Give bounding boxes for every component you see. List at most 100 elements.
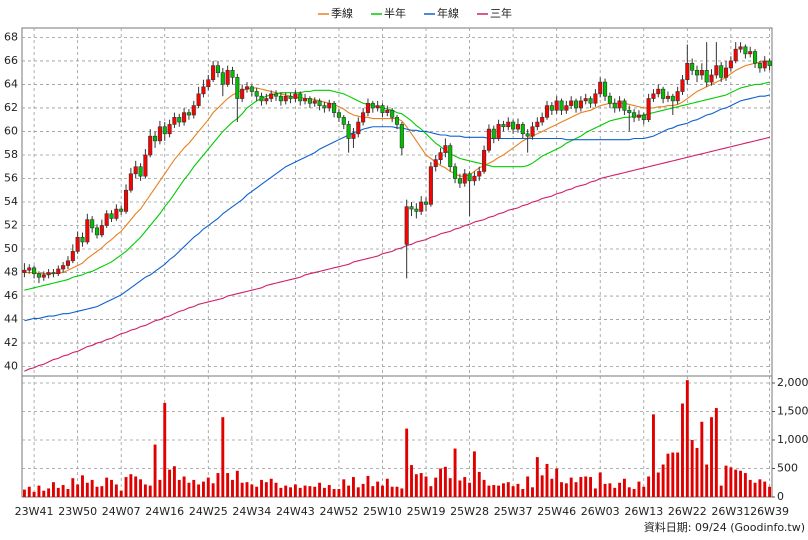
candle-body (162, 126, 167, 135)
candle-body (462, 173, 467, 184)
y-tick-label: 52 (4, 219, 18, 232)
volume-bar (511, 486, 515, 497)
candle-body (675, 91, 680, 102)
volume-bar (172, 466, 176, 497)
candle-body (375, 105, 380, 109)
volume-bar (763, 481, 767, 497)
candle-body (235, 77, 240, 99)
volume-bar (739, 470, 742, 497)
candle-body (36, 273, 41, 278)
candle-body (298, 93, 303, 102)
candle-body (85, 219, 90, 243)
volume-bar (148, 485, 152, 497)
candle-body (225, 70, 230, 85)
candle-body (646, 98, 651, 121)
volume-tick-label: 2,000 (777, 376, 808, 389)
candle-body (457, 178, 462, 184)
candle-body (288, 95, 293, 99)
volume-bar (27, 486, 31, 497)
volume-bar (642, 486, 646, 497)
volume-bar (453, 448, 457, 497)
volume-bar (598, 472, 602, 497)
volume-bar (342, 479, 346, 497)
volume-bar (550, 478, 554, 497)
candle-body (346, 124, 351, 139)
candle-body (656, 88, 661, 95)
volume-bar (22, 489, 26, 497)
volume-bar (298, 487, 302, 497)
y-tick-label: 46 (4, 289, 18, 302)
x-tick-label: 25W19 (407, 505, 446, 518)
candle-body (201, 86, 206, 95)
candle-body (414, 208, 419, 212)
volume-bar (231, 479, 234, 497)
volume-bar (221, 417, 225, 497)
volume-bar (105, 477, 109, 497)
candle-body (32, 267, 37, 275)
candle-body (506, 121, 511, 128)
volume-bar (632, 489, 636, 497)
candle-body (123, 189, 129, 212)
volume-bar (289, 487, 292, 497)
candle-body (167, 124, 172, 135)
volume-bar (448, 478, 452, 497)
volume-bar (463, 477, 467, 497)
volume-bar (110, 479, 113, 497)
volume-bar (560, 482, 563, 497)
candle-body (341, 117, 346, 125)
candle-body (423, 201, 429, 205)
moving-average-line (24, 81, 770, 291)
candle-body (753, 51, 758, 64)
volume-tick-label: 1,000 (777, 433, 808, 446)
candle-body (448, 145, 453, 168)
volume-bar (700, 421, 704, 497)
volume-bar (506, 482, 510, 497)
candle-body (520, 124, 525, 135)
volume-bar (269, 478, 273, 497)
volume-bar (390, 486, 394, 497)
candle-body (738, 46, 743, 50)
candle-body (477, 171, 482, 177)
candle-body (206, 79, 211, 88)
candle-body (119, 208, 124, 212)
candle-body (182, 112, 187, 123)
candle-body (394, 117, 400, 125)
x-tick-label: 23W41 (15, 505, 54, 518)
candle-body (544, 105, 550, 118)
volume-bar (690, 439, 694, 497)
candle-body (157, 126, 162, 142)
volume-bar (564, 483, 568, 497)
candle-body (453, 166, 458, 179)
candle-body (293, 93, 298, 99)
candle-body (433, 159, 438, 168)
volume-bar (608, 483, 612, 497)
volume-bar (656, 472, 660, 497)
volume-bar (284, 485, 288, 497)
candle-body (380, 105, 385, 113)
volume-bar (158, 479, 162, 497)
volume-bar (381, 485, 384, 497)
volume-bar (410, 465, 413, 497)
candle-body (114, 208, 119, 219)
candle-body (269, 93, 274, 99)
candle-body (303, 98, 308, 102)
candle-body (612, 102, 617, 109)
y-tick-label: 54 (4, 195, 18, 208)
volume-bar (685, 380, 689, 497)
volume-bar (574, 482, 578, 497)
volume-bar (676, 452, 680, 497)
volume-bar (313, 486, 317, 497)
candle-body (153, 135, 158, 142)
volume-bar (516, 483, 520, 497)
candle-body (728, 60, 733, 69)
candle-body (511, 121, 516, 130)
volume-bar (429, 486, 433, 497)
candle-body (627, 109, 632, 113)
volume-bar (66, 489, 70, 497)
candle-body (704, 70, 709, 83)
x-tick-label: 24W07 (102, 505, 141, 518)
volume-bar (318, 482, 322, 497)
candle-body (27, 267, 32, 271)
candle-body (578, 100, 583, 109)
